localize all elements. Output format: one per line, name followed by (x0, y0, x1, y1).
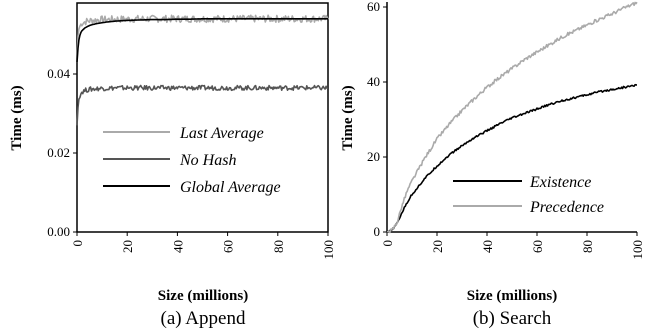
x-tick-label: 100 (321, 240, 336, 260)
x-tick-label: 60 (221, 240, 236, 253)
x-tick-label: 80 (271, 240, 286, 253)
x-tick-label: 60 (530, 240, 545, 253)
legend-label: Last Average (179, 125, 264, 142)
x-tick-label: 40 (170, 240, 185, 253)
y-tick-label: 20 (367, 149, 380, 164)
y-tick-label: 40 (367, 74, 380, 89)
y-tick-label: 0.02 (47, 145, 70, 160)
y-axis-title: Time (ms) (9, 85, 25, 150)
x-tick-label: 100 (630, 240, 645, 260)
series-line-no-hash (76, 84, 329, 126)
x-tick-label: 0 (70, 240, 85, 247)
chart-search: 0 20 40 60 0 20 40 60 80 100 Time (ms) S… (340, 0, 645, 329)
series-line-existence (386, 83, 637, 233)
x-tick-label: 20 (120, 240, 135, 253)
series-group (386, 1, 638, 234)
chart-caption: (b) Search (473, 308, 552, 329)
legend-label: No Hash (179, 152, 236, 169)
legend: Last Average No Hash Global Average (103, 125, 281, 196)
x-axis-title: Size (millions) (158, 288, 248, 304)
x-axis-title: Size (millions) (467, 288, 557, 304)
series-line-global-average (76, 17, 328, 63)
series-group (76, 14, 329, 126)
legend-label: Global Average (180, 179, 281, 196)
legend-label: Existence (529, 174, 591, 191)
series-line-last-average (76, 14, 329, 63)
chart-append: 0.00 0.02 0.04 0 20 40 60 80 100 Time (m… (9, 2, 336, 329)
legend: Existence Precedence (453, 174, 604, 216)
x-tick-label: 20 (430, 240, 445, 253)
x-tick-label: 0 (380, 240, 395, 247)
chart-caption: (a) Append (161, 308, 246, 329)
y-tick-label: 60 (367, 0, 380, 14)
y-tick-label: 0.00 (47, 224, 70, 239)
legend-label: Precedence (529, 199, 604, 216)
x-tick-label: 40 (480, 240, 495, 253)
plot-frame (76, 2, 329, 233)
series-line-precedence (386, 1, 638, 234)
y-tick-label: 0 (374, 224, 381, 239)
y-tick-label: 0.04 (47, 66, 70, 81)
x-tick-label: 80 (580, 240, 595, 253)
y-axis-title: Time (ms) (340, 85, 356, 150)
